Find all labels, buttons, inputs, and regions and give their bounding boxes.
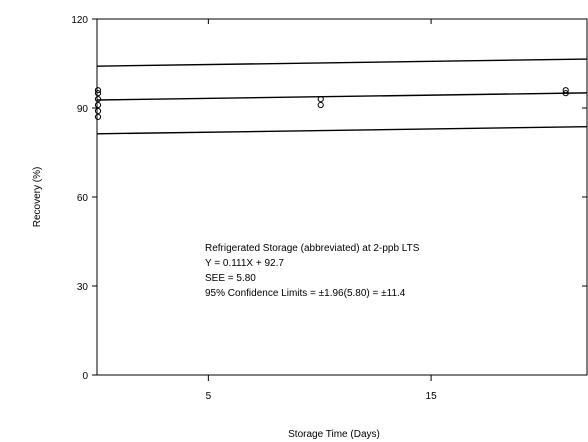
y-tick-label: 120: [71, 15, 88, 26]
data-point: [94, 107, 102, 115]
data-point: [317, 101, 324, 109]
x-axis: 5 15: [206, 19, 438, 402]
annotation-line: 95% Confidence Limits = ±1.96(5.80) = ±1…: [205, 288, 406, 299]
x-tick-label: 5: [206, 391, 212, 402]
y-axis-label: Recovery (%): [32, 167, 43, 228]
annotation-block: Refrigerated Storage (abbreviated) at 2-…: [205, 243, 420, 299]
regression-line: [96, 92, 588, 101]
data-points: [94, 87, 569, 121]
data-point: [94, 113, 102, 121]
data-point: [562, 87, 569, 94]
data-point: [94, 101, 102, 109]
data-point: [317, 96, 324, 103]
regression-lines: [96, 58, 588, 135]
plot-frame: [96, 18, 588, 376]
annotation-line: Y = 0.111X + 92.7: [205, 258, 284, 269]
y-tick-label: 0: [82, 371, 88, 382]
annotation-line: SEE = 5.80: [205, 273, 256, 284]
x-axis-label: Storage Time (Days): [288, 429, 380, 440]
lower-confidence-line: [96, 125, 588, 135]
data-point: [562, 90, 569, 97]
x-tick-label: 15: [426, 391, 438, 402]
y-tick-label: 30: [77, 282, 89, 293]
y-tick-label: 90: [77, 104, 89, 115]
y-tick-label: 60: [77, 193, 89, 204]
data-point: [94, 96, 102, 103]
annotation-line: Refrigerated Storage (abbreviated) at 2-…: [205, 243, 420, 254]
data-point: [94, 87, 102, 94]
data-point: [94, 90, 102, 97]
y-axis: 0 30 60 90 120: [71, 15, 587, 382]
upper-confidence-line: [96, 58, 588, 67]
